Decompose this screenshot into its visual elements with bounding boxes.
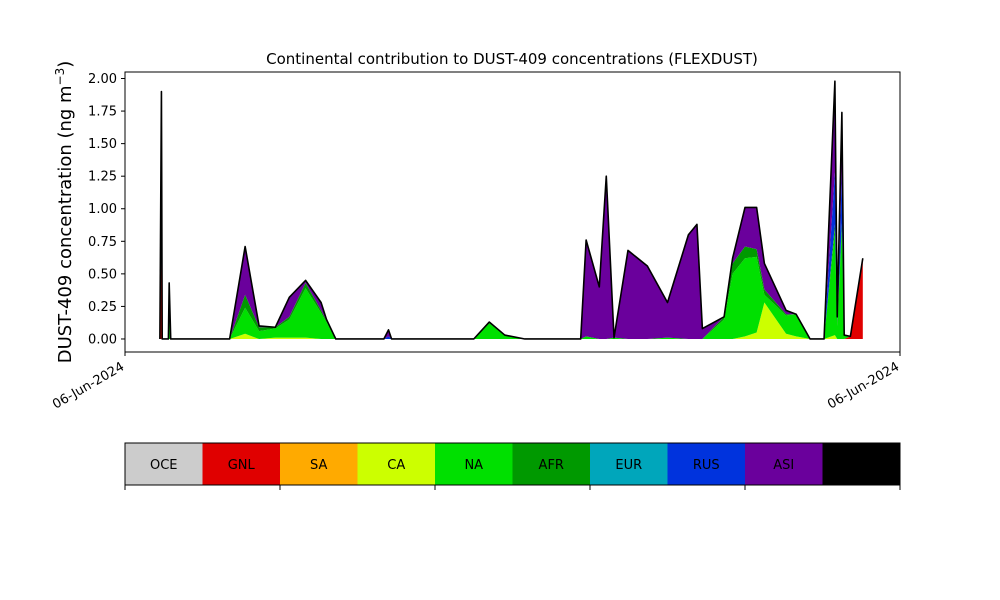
y-tick-label: 1.00 xyxy=(88,202,117,217)
y-tick-label: 1.75 xyxy=(88,105,117,120)
chart-title: Continental contribution to DUST-409 con… xyxy=(266,50,758,68)
legend-label-asi: ASI xyxy=(773,458,794,473)
legend-label-eur: EUR xyxy=(615,458,642,473)
y-tick-label: 0.75 xyxy=(88,235,117,250)
plot-frame xyxy=(124,71,901,353)
x-tick-label: 06-Jun-2024 xyxy=(50,359,127,412)
legend-swatch-oce xyxy=(125,443,203,485)
legend-label-ca: CA xyxy=(387,458,405,473)
legend-swatch-eur xyxy=(590,443,668,485)
legend-label-oce: OCE xyxy=(150,458,178,473)
y-tick-label: 0.25 xyxy=(88,300,117,315)
y-tick-label: 1.50 xyxy=(88,137,117,152)
total-line xyxy=(159,80,864,340)
plot-area: 0.00 0.25 0.50 0.75 1.00 1.25 1.50 1.75 2.00 06-J… xyxy=(50,71,902,412)
legend-label-rus: RUS xyxy=(693,458,720,473)
legend-swatch-ca xyxy=(357,443,436,485)
y-axis-label-exponent: −3 xyxy=(53,68,67,86)
y-tick-label: 0.00 xyxy=(88,332,117,347)
y-tick-label: 2.00 xyxy=(88,72,117,87)
legend-swatch-aus xyxy=(822,443,901,485)
legend-frame xyxy=(124,442,901,486)
legend-swatch-afr xyxy=(512,443,591,485)
legend-label-gnl: GNL xyxy=(228,458,256,473)
legend-label-na: NA xyxy=(464,458,483,473)
x-tick-label: 06-Jun-2024 xyxy=(825,359,902,412)
legend-swatch-na xyxy=(435,443,513,485)
legend-swatch-sa xyxy=(280,443,358,485)
legend-swatch-rus xyxy=(667,443,746,485)
legend-swatch-gnl xyxy=(202,443,281,485)
legend: OCE GNL SA CA NA AFR EUR RUS ASI AUS xyxy=(124,442,901,490)
area-series-asi xyxy=(159,87,863,339)
y-tick-label: 0.50 xyxy=(88,267,117,282)
legend-label-afr: AFR xyxy=(539,458,564,473)
legend-label-aus: AUS xyxy=(848,458,875,473)
y-axis-label: DUST-409 concentration (ng m−3) xyxy=(53,61,76,364)
area-series-na xyxy=(159,228,863,339)
y-tick-label: 1.25 xyxy=(88,170,117,185)
legend-label-sa: SA xyxy=(310,458,327,473)
legend-swatch-asi xyxy=(745,443,823,485)
